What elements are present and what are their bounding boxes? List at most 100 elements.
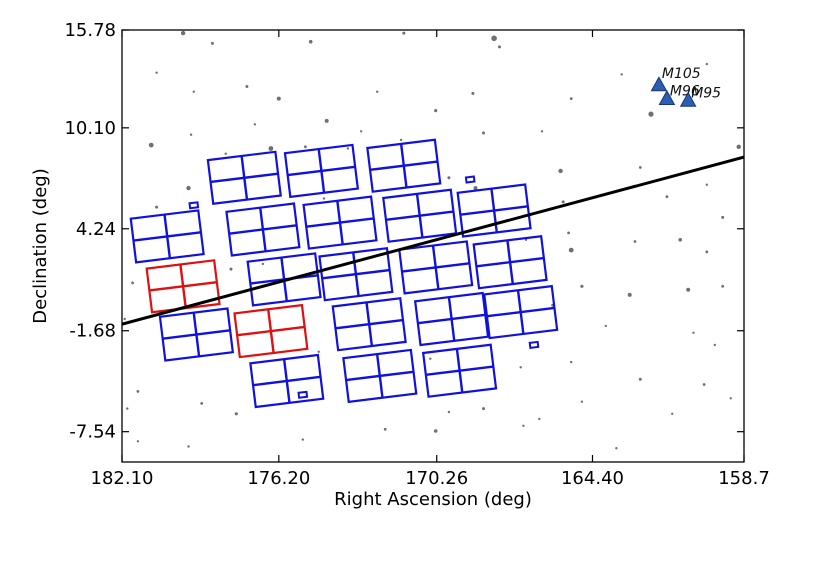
ecliptic-line-layer	[122, 155, 744, 326]
y-tick-label: -1.68	[69, 321, 116, 342]
survey-field	[302, 195, 378, 250]
star-point	[399, 138, 403, 142]
survey-fields-layer	[129, 138, 559, 409]
star-point	[671, 412, 674, 415]
survey-field	[421, 343, 498, 398]
star-point	[538, 417, 541, 421]
x-tick-label: 176.20	[247, 468, 310, 489]
field-outline	[331, 296, 407, 352]
star-point	[155, 71, 158, 74]
star-point	[638, 166, 642, 169]
field-divider-horizontal	[369, 160, 438, 172]
star-point	[471, 91, 475, 95]
survey-field	[158, 307, 235, 362]
star-point	[498, 45, 501, 49]
star-point	[627, 292, 632, 297]
star-point	[276, 96, 281, 101]
field-outline	[483, 284, 559, 340]
small-field-patch	[528, 340, 540, 349]
star-point	[705, 250, 709, 254]
ecliptic-line	[122, 155, 744, 326]
survey-field	[318, 246, 394, 302]
star-point	[604, 324, 607, 328]
star-point	[324, 118, 329, 123]
field-outline	[421, 343, 498, 398]
field-divider-horizontal	[335, 318, 404, 330]
star-point	[633, 240, 637, 243]
field-divider-horizontal	[133, 231, 202, 242]
star-point	[210, 41, 214, 45]
field-divider-horizontal	[149, 280, 217, 292]
star-point	[447, 410, 451, 414]
field-divider-horizontal	[237, 325, 305, 337]
star-point	[692, 331, 695, 334]
star-point	[187, 445, 190, 448]
star-point	[131, 281, 135, 285]
star-point	[360, 130, 363, 133]
field-divider-horizontal	[322, 268, 390, 280]
star-point	[189, 133, 193, 136]
star-point	[721, 284, 725, 288]
star-point	[346, 147, 350, 150]
y-tick-label: 4.24	[76, 219, 116, 240]
star-point	[705, 183, 708, 186]
small-field-patch	[297, 390, 309, 399]
star-point	[580, 284, 584, 288]
star-point	[615, 447, 618, 450]
star-point	[482, 131, 485, 135]
star-point	[304, 145, 307, 149]
survey-field	[398, 240, 474, 295]
star-point	[736, 144, 741, 149]
star-point	[136, 390, 140, 393]
plot-frame	[121, 29, 745, 463]
field-divider-horizontal	[460, 205, 528, 216]
star-point	[567, 231, 570, 235]
star-point	[620, 73, 623, 76]
field-divider-horizontal	[345, 370, 414, 382]
star-point	[569, 97, 573, 100]
star-point	[180, 30, 186, 36]
star-point	[429, 357, 432, 360]
star-point	[678, 238, 682, 242]
star-point	[261, 262, 265, 266]
y-tick-label: 15.78	[64, 20, 116, 41]
survey-field	[206, 150, 282, 206]
star-point	[473, 186, 478, 191]
star-point	[580, 400, 584, 403]
field-divider-horizontal	[425, 365, 494, 377]
field-divider-horizontal	[229, 224, 297, 235]
star-point	[224, 152, 227, 155]
axis-ticks: 182.10 176.20 170.26 164.40 158.7 15.78 10.10 4…	[64, 20, 769, 489]
star-point	[540, 130, 544, 133]
star-point	[686, 287, 691, 292]
star-point	[558, 168, 563, 174]
field-divider-horizontal	[287, 165, 356, 177]
field-divider-horizontal	[306, 217, 374, 228]
survey-field	[129, 209, 205, 264]
galaxy-marker	[658, 90, 676, 106]
star-point	[155, 205, 159, 209]
star-point	[383, 427, 387, 431]
x-tick-label: 158.7	[718, 468, 770, 489]
galaxy-label: M96	[670, 84, 700, 100]
star-point	[561, 200, 565, 204]
star-point	[200, 402, 204, 405]
x-tick-label: 170.26	[405, 468, 468, 489]
star-point	[186, 185, 191, 191]
galaxy-label: M105	[662, 66, 701, 82]
survey-field	[249, 353, 325, 409]
galaxy-marker	[679, 91, 697, 107]
star-point	[713, 343, 716, 347]
star-point	[638, 377, 642, 381]
field-divider-horizontal	[401, 262, 470, 273]
star-point	[123, 317, 126, 321]
star-point	[648, 111, 654, 117]
star-point	[192, 90, 195, 93]
star-point	[148, 142, 154, 148]
field-divider-horizontal	[210, 172, 279, 184]
field-divider-horizontal	[385, 210, 454, 222]
star-point	[519, 366, 522, 369]
survey-field	[382, 188, 458, 243]
